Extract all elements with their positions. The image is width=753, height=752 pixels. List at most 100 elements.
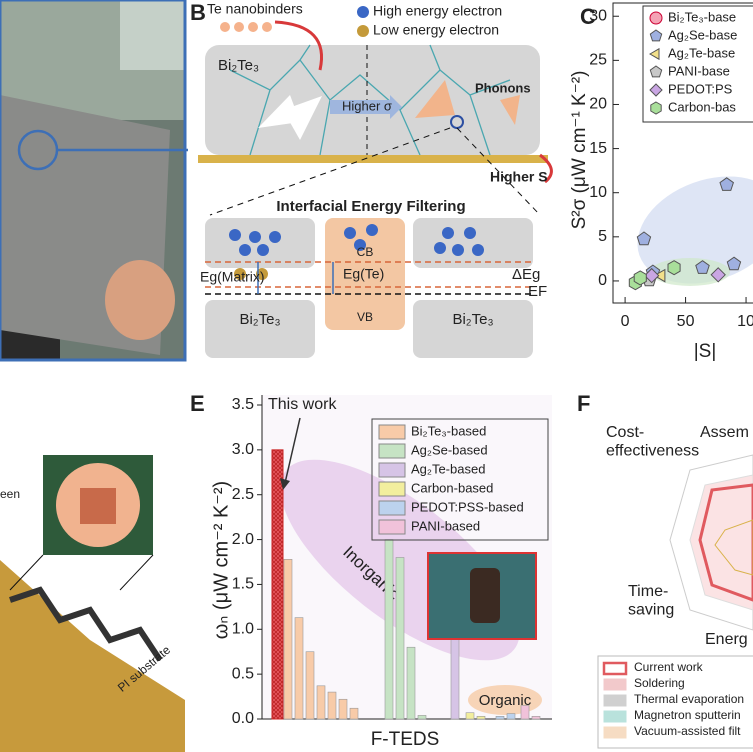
- label: Energ: [705, 631, 748, 648]
- bar: [406, 646, 416, 720]
- bar: [417, 715, 427, 720]
- x-axis-title: |S|: [694, 341, 717, 362]
- label: VB: [357, 310, 373, 324]
- point: [719, 177, 734, 191]
- panel-label: E: [190, 391, 205, 416]
- legend-label: Vacuum-assisted filt: [634, 724, 741, 738]
- legend-label: Carbon-bas: [668, 99, 736, 114]
- inset-object: [470, 568, 500, 623]
- bar: [531, 716, 541, 720]
- y-tick-label: 15: [589, 140, 607, 157]
- point: [710, 267, 726, 283]
- legend-label: Magnetron sputterin: [634, 708, 741, 722]
- x-axis-title: F-TEDS: [371, 729, 440, 750]
- bar: [520, 705, 530, 720]
- bar: [450, 637, 460, 720]
- legend-label: Ag₂Se-base: [668, 27, 737, 42]
- legend-label: Ag₂Se-based: [411, 442, 488, 457]
- legend-box: [640, 63, 753, 81]
- label: Bi₂Te₃: [218, 57, 259, 74]
- legend-swatch: [378, 519, 406, 535]
- legend-label: Carbon-based: [411, 480, 493, 495]
- bar: [294, 617, 304, 720]
- label: Assem: [700, 424, 749, 441]
- y-tick-label: 25: [589, 52, 607, 69]
- legend-frame: [371, 418, 549, 541]
- legend-box: [640, 27, 753, 45]
- label: CB: [357, 245, 374, 259]
- panel-label: B: [190, 0, 206, 25]
- bar: [384, 539, 394, 720]
- y-axis-title: S²σ (μW cm⁻¹ K⁻²): [569, 71, 590, 230]
- label: Time-saving: [628, 583, 674, 618]
- label: Low energy electron: [373, 22, 499, 38]
- bar: [338, 698, 348, 720]
- point: [667, 260, 681, 276]
- legend-label: Thermal evaporation: [634, 692, 744, 706]
- label: Bi₂Te₃: [452, 311, 493, 328]
- legend-symbol: [649, 83, 663, 97]
- label: Cost-effectiveness: [606, 424, 699, 459]
- label: High energy electron: [373, 3, 502, 19]
- annotation: This work: [268, 396, 337, 413]
- bar: [476, 716, 486, 720]
- bar: [349, 707, 359, 720]
- point: [653, 268, 666, 283]
- photo-panel: [0, 0, 190, 362]
- y-axis-title: ωₙ (μW cm⁻² K⁻²): [210, 481, 232, 639]
- point: [633, 270, 647, 286]
- legend-symbol: [650, 101, 662, 115]
- y-tick-label: 3.5: [232, 396, 254, 413]
- legend-box: [640, 81, 753, 99]
- legend-label: PANI-based: [411, 518, 480, 533]
- diagram-panel: [188, 2, 558, 358]
- legend-swatch: [378, 424, 406, 440]
- label: een: [0, 487, 20, 501]
- y-tick-label: 1.5: [232, 576, 254, 593]
- x-tick-label: 10: [737, 313, 753, 330]
- point: [643, 267, 660, 284]
- y-tick-label: 20: [589, 96, 607, 113]
- bar: [327, 691, 337, 720]
- legend-box: [640, 45, 753, 63]
- y-tick-label: 10: [589, 184, 607, 201]
- legend-frame: [642, 5, 753, 123]
- arrow-head: [280, 478, 290, 490]
- bar: [465, 712, 475, 720]
- x-tick-label: 0: [621, 313, 630, 330]
- point: [636, 231, 652, 246]
- radar-panel: [669, 454, 753, 631]
- legend-swatch: [378, 443, 406, 459]
- label: Bi₂Te₃: [239, 311, 280, 328]
- legend-label: Bi₂Te₃-based: [411, 423, 486, 438]
- bar: [316, 685, 326, 720]
- legend-label: Ag₂Te-base: [668, 45, 735, 60]
- panel-label: C: [580, 4, 596, 29]
- legend-box: [640, 99, 753, 117]
- legend-symbol: [649, 11, 663, 25]
- y-tick-label: 2.5: [232, 486, 254, 503]
- y-tick-label: 5: [598, 228, 607, 245]
- legend-swatch: [378, 481, 406, 497]
- label: Eg(Matrix): [200, 269, 265, 285]
- legend-frame: [597, 655, 753, 749]
- plot-frame: [612, 2, 753, 304]
- y-tick-label: 30: [589, 7, 607, 24]
- label: EF: [528, 283, 547, 300]
- legend-swatch: [603, 710, 627, 723]
- bar: [506, 713, 516, 720]
- label: Interfacial Energy Filtering: [276, 198, 465, 215]
- legend-label: PEDOT:PS: [668, 81, 733, 96]
- y-tick-label: 3.0: [232, 441, 254, 458]
- legend-label: Bi₂Te₃-base: [668, 9, 736, 24]
- highlight-hatch: [272, 449, 283, 719]
- device-panel: [0, 390, 185, 752]
- panel-label: F: [577, 391, 590, 416]
- legend-label: PANI-base: [668, 63, 730, 78]
- y-tick-label: 1.0: [232, 621, 254, 638]
- y-tick-label: 0: [598, 272, 607, 289]
- bar: [495, 716, 505, 720]
- x-tick-label: 50: [677, 313, 695, 330]
- arrow: [284, 417, 301, 484]
